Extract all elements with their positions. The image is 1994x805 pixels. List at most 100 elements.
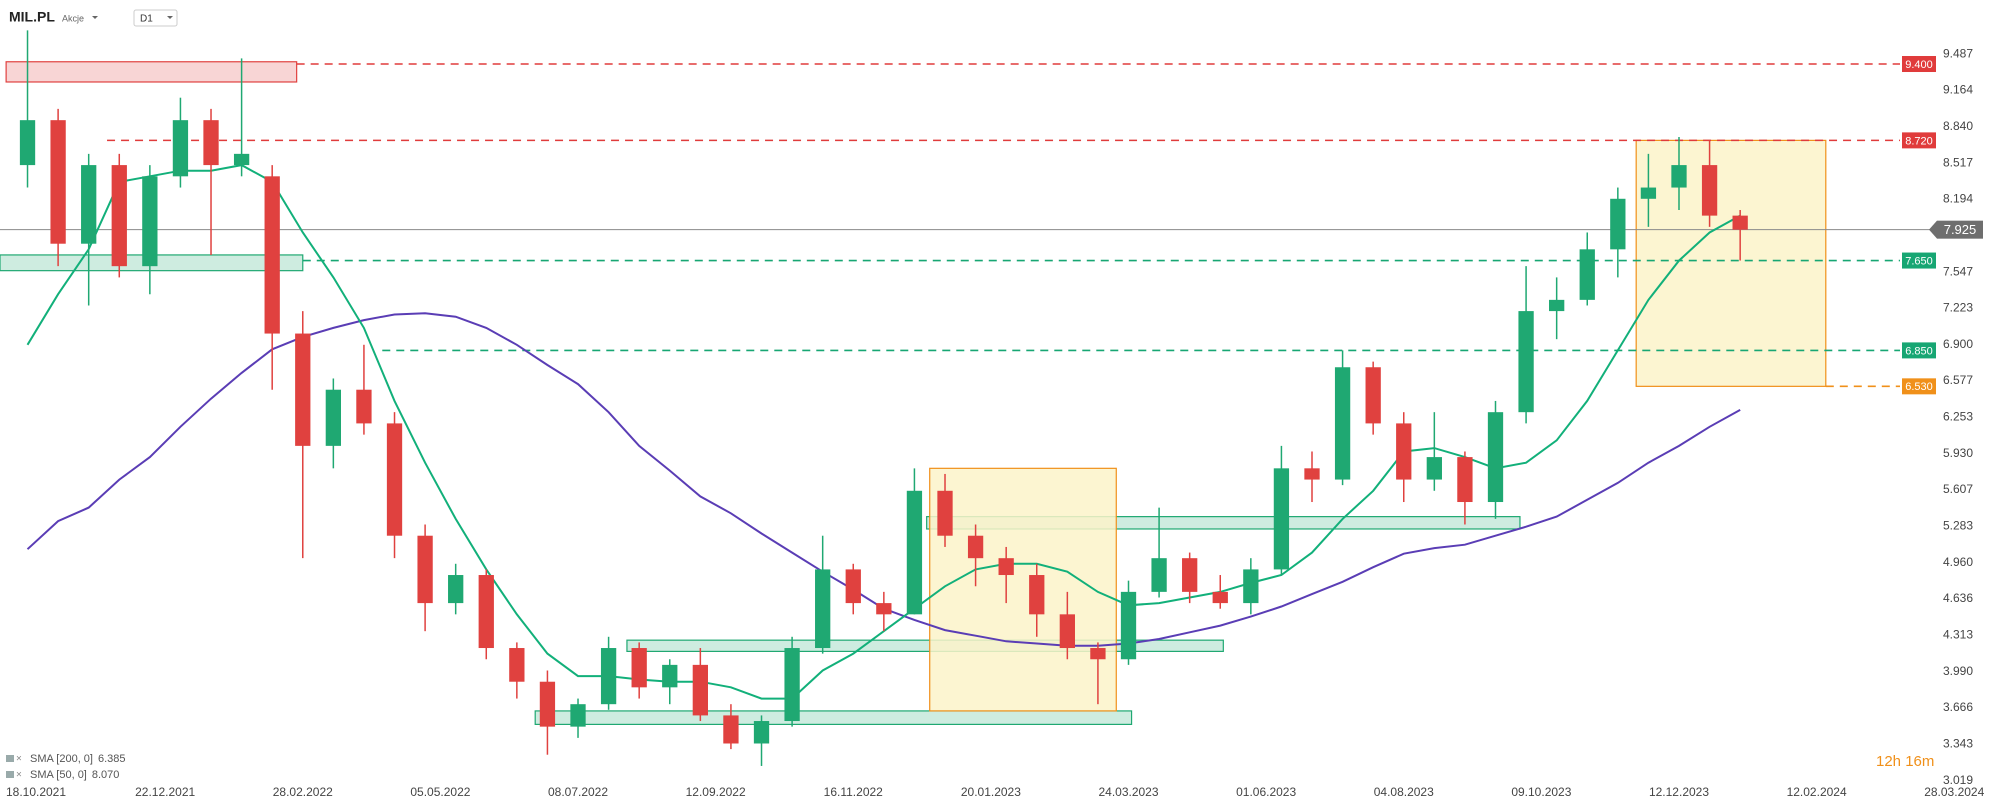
x-tick-label: 28.02.2022 — [273, 785, 333, 799]
x-tick-label: 09.10.2023 — [1511, 785, 1571, 799]
candle-body — [1090, 648, 1106, 660]
level-label-box — [1902, 252, 1936, 269]
candle-body — [356, 389, 372, 424]
candle-body — [692, 664, 708, 716]
y-tick-label: 8.840 — [1943, 119, 1973, 133]
header: MIL.PL Akcje D1 — [9, 9, 178, 27]
candle-body — [111, 165, 127, 267]
candle-body — [1304, 468, 1320, 480]
level-label-box — [1902, 132, 1936, 149]
level-label-box — [1902, 56, 1936, 73]
candle-body — [1426, 457, 1442, 480]
candle-body — [1457, 457, 1473, 503]
candle-body — [50, 120, 66, 244]
candle-body — [233, 153, 250, 166]
legend-icon — [6, 771, 14, 778]
x-tick-label: 04.08.2023 — [1374, 785, 1434, 799]
level-label: 9.400 — [1905, 59, 1933, 71]
x-tick-label: 12.02.2024 — [1787, 785, 1847, 799]
candle-body — [325, 389, 341, 446]
x-tick-label: 05.05.2022 — [410, 785, 470, 799]
x-tick-label: 12.12.2023 — [1649, 785, 1709, 799]
candle-body — [815, 569, 831, 649]
level-label: 8.720 — [1905, 135, 1933, 147]
candle-body — [203, 120, 219, 166]
zone — [534, 710, 1133, 725]
legend-value: 6.385 — [98, 753, 126, 765]
zone — [1635, 139, 1827, 387]
y-tick-label: 3.990 — [1943, 664, 1973, 678]
candle-body — [845, 569, 861, 604]
zone — [5, 61, 298, 83]
y-tick-label: 9.487 — [1943, 46, 1973, 60]
candle-body — [753, 721, 770, 744]
timeframe-caret[interactable] — [167, 16, 173, 19]
y-tick-label: 8.194 — [1943, 192, 1973, 206]
candle-body — [142, 176, 158, 267]
candle-body — [1120, 591, 1137, 660]
candle-body — [570, 704, 586, 727]
x-tick-label: 16.11.2022 — [824, 785, 883, 799]
candle-body — [1151, 558, 1167, 592]
candle-body — [1365, 367, 1381, 424]
candle-body — [1701, 165, 1718, 216]
candle-body — [539, 681, 556, 727]
y-tick-label: 5.283 — [1943, 519, 1973, 533]
y-tick-label: 4.313 — [1943, 628, 1973, 642]
level-label: 6.530 — [1905, 381, 1933, 393]
zone — [626, 639, 1224, 652]
candle-body — [784, 648, 800, 722]
candle-body — [1029, 575, 1045, 615]
y-tick-label: 5.930 — [1943, 446, 1973, 460]
candle-body — [1273, 468, 1290, 570]
y-tick-label: 4.636 — [1943, 591, 1973, 605]
y-tick-label: 6.577 — [1943, 373, 1973, 387]
level-label-box — [1902, 342, 1936, 359]
x-tick-label: 18.10.2021 — [6, 785, 66, 799]
candle-body — [81, 165, 97, 244]
candle-body — [478, 575, 494, 649]
legend-icon — [6, 755, 14, 762]
candle-body — [1487, 412, 1504, 503]
timeframe-box[interactable] — [133, 9, 178, 27]
candle-body — [937, 490, 953, 536]
y-tick-label: 5.607 — [1943, 482, 1973, 496]
legend-close: × — [16, 770, 22, 781]
symbol: MIL.PL — [9, 9, 55, 25]
candle-body — [264, 176, 280, 334]
y-tick-label: 3.666 — [1943, 700, 1973, 714]
level-label: 6.850 — [1905, 345, 1933, 357]
y-tick-label: 6.253 — [1943, 410, 1973, 424]
x-tick-label: 12.09.2022 — [686, 785, 746, 799]
dropdown-caret[interactable] — [92, 16, 98, 19]
candle-body — [1671, 165, 1687, 188]
candle-body — [1243, 569, 1259, 604]
legend-value: 8.070 — [92, 769, 120, 781]
level-label: 7.650 — [1905, 255, 1933, 267]
candle-body — [998, 558, 1014, 576]
candle-body — [1610, 198, 1626, 250]
y-tick-label: 3.019 — [1943, 773, 1973, 787]
candle-body — [1549, 299, 1565, 312]
last-price-arrow — [1929, 220, 1937, 239]
candle-body — [906, 490, 923, 615]
zone — [929, 467, 1117, 712]
y-tick-label: 7.547 — [1943, 264, 1973, 278]
candle-body — [600, 648, 617, 705]
x-tick-label: 28.03.2024 — [1924, 785, 1984, 799]
legend-name: SMA [50, 0] — [30, 769, 87, 781]
legend-name: SMA [200, 0] — [30, 753, 93, 765]
candle-body — [876, 603, 892, 615]
y-tick-label: 4.960 — [1943, 555, 1973, 569]
candle-body — [448, 575, 464, 604]
candle-body — [1212, 591, 1228, 604]
candle-body — [1396, 423, 1412, 480]
x-tick-label: 22.12.2021 — [135, 785, 195, 799]
candle-body — [417, 535, 433, 604]
market[interactable]: Akcje — [62, 13, 84, 23]
last-price-label: 7.925 — [1944, 222, 1977, 237]
timeframe[interactable]: D1 — [140, 14, 153, 25]
candle-body — [1732, 215, 1748, 230]
